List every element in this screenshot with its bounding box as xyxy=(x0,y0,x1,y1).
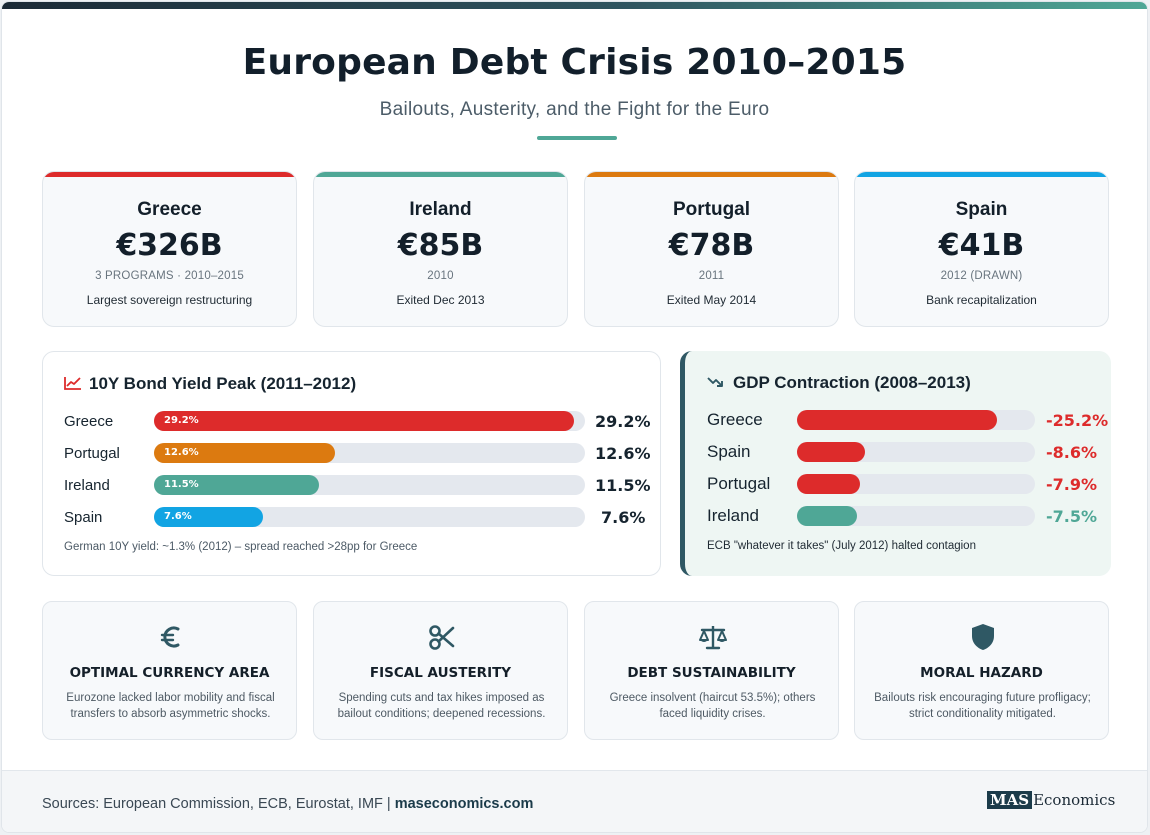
bar-inline-label: 7.6% xyxy=(164,511,192,522)
card-amount: €78B xyxy=(668,228,755,263)
bar-inline-label: 11.5% xyxy=(164,479,199,490)
bailout-card-spain: Spain €41B 2012 (DRAWN) Bank recapitaliz… xyxy=(854,171,1109,327)
footer: Sources: European Commission, ECB, Euros… xyxy=(2,770,1147,832)
sources-text: Sources: European Commission, ECB, Euros… xyxy=(42,796,391,812)
bar-label: Ireland xyxy=(64,477,110,494)
bar-track xyxy=(797,474,1035,494)
card-note: Bank recapitalization xyxy=(926,293,1037,307)
sources-line: Sources: European Commission, ECB, Euros… xyxy=(42,796,533,812)
bar-label: Spain xyxy=(707,442,751,461)
bar-value-label: -8.6% xyxy=(1046,443,1098,462)
card-meta: 2012 (DRAWN) xyxy=(940,270,1023,282)
bar-label: Greece xyxy=(64,413,114,430)
card-amount: €85B xyxy=(397,228,484,263)
bar-label: Ireland xyxy=(707,506,759,525)
bond-yield-footnote: German 10Y yield: ~1.3% (2012) – spread … xyxy=(64,541,418,553)
concept-title: OPTIMAL CURRENCY AREA xyxy=(69,665,270,681)
bar-track: 29.2% xyxy=(154,411,585,431)
top-accent-bar xyxy=(2,2,1147,9)
bar-label: Portugal xyxy=(64,445,120,462)
card-accent xyxy=(585,172,838,177)
brand-wordmark: Economics xyxy=(1033,791,1116,809)
bar xyxy=(797,442,866,462)
bailout-card-greece: Greece €326B 3 PROGRAMS · 2010–2015 Larg… xyxy=(42,171,297,327)
bar-label: Greece xyxy=(707,410,763,429)
gdp-contraction-panel: GDP Contraction (2008–2013) Greece -25.2… xyxy=(680,351,1111,576)
bar-value-label: 12.6% xyxy=(595,444,651,463)
card-accent xyxy=(855,172,1108,177)
shield-icon xyxy=(972,624,994,650)
concept-card-austerity: FISCAL AUSTERITY Spending cuts and tax h… xyxy=(313,601,568,740)
scales-icon xyxy=(699,626,727,650)
bond-yield-heading: 10Y Bond Yield Peak (2011–2012) xyxy=(89,374,357,393)
bar-track: 12.6% xyxy=(154,443,585,463)
bar xyxy=(797,506,857,526)
bailout-card-portugal: Portugal €78B 2011 Exited May 2014 xyxy=(584,171,839,327)
bar: 12.6% xyxy=(154,443,336,463)
bar xyxy=(797,410,997,430)
concept-title: FISCAL AUSTERITY xyxy=(369,665,512,681)
concept-card-moral-hazard: MORAL HAZARD Bailouts risk encouraging f… xyxy=(854,601,1109,740)
bond-yield-panel: 10Y Bond Yield Peak (2011–2012) Greece 2… xyxy=(42,351,661,576)
bar-label: Spain xyxy=(64,509,103,526)
bar-value-label: -7.9% xyxy=(1046,475,1098,494)
concept-description: Spending cuts and tax hikes imposed as b… xyxy=(337,692,546,720)
card-meta: 2011 xyxy=(698,270,725,282)
bar-value-label: 11.5% xyxy=(595,476,651,495)
bar-track xyxy=(797,410,1035,430)
concept-card-sustainability: DEBT SUSTAINABILITY Greece insolvent (ha… xyxy=(584,601,839,740)
concept-card-currency-area: OPTIMAL CURRENCY AREA Eurozone lacked la… xyxy=(42,601,297,740)
bar: 7.6% xyxy=(154,507,264,527)
card-country: Ireland xyxy=(409,199,472,220)
card-accent xyxy=(314,172,567,177)
card-country: Spain xyxy=(955,199,1008,220)
concept-description: Bailouts risk encouraging future proflig… xyxy=(874,692,1091,720)
brand-mark: MAS xyxy=(987,791,1033,809)
scissors-icon xyxy=(429,625,455,650)
bar: 11.5% xyxy=(154,475,320,495)
card-meta: 3 PROGRAMS · 2010–2015 xyxy=(95,270,244,282)
bar-value-label: -25.2% xyxy=(1046,411,1109,430)
card-accent xyxy=(43,172,296,177)
card-amount: €326B xyxy=(116,228,223,263)
card-note: Exited May 2014 xyxy=(666,293,757,307)
site-link[interactable]: maseconomics.com xyxy=(394,796,534,812)
concept-description: Greece insolvent (haircut 53.5%); others… xyxy=(609,692,816,720)
card-country: Greece xyxy=(137,199,202,220)
bar-inline-label: 12.6% xyxy=(164,447,199,458)
card-country: Portugal xyxy=(672,199,751,220)
trend-down-icon xyxy=(707,377,723,387)
concept-title: MORAL HAZARD xyxy=(920,665,1043,681)
concept-title: DEBT SUSTAINABILITY xyxy=(627,665,796,681)
bar-track: 7.6% xyxy=(154,507,585,527)
card-meta: 2010 xyxy=(427,270,454,282)
bar-track: 11.5% xyxy=(154,475,585,495)
bar-value-label: 7.6% xyxy=(601,508,646,527)
page-subtitle: Bailouts, Austerity, and the Fight for t… xyxy=(379,99,770,120)
card-amount: €41B xyxy=(938,228,1025,263)
bar-value-label: -7.5% xyxy=(1046,507,1098,526)
trend-up-icon xyxy=(64,377,81,390)
bar-value-label: 29.2% xyxy=(595,412,651,431)
gdp-footnote: ECB "whatever it takes" (July 2012) halt… xyxy=(707,540,976,552)
bar: 29.2% xyxy=(154,411,574,431)
bar xyxy=(797,474,860,494)
bar-label: Portugal xyxy=(707,474,771,493)
bar-inline-label: 29.2% xyxy=(164,415,199,426)
brand-logo: MAS Economics xyxy=(987,791,1115,811)
page-title: European Debt Crisis 2010–2015 xyxy=(242,42,907,83)
bailout-card-ireland: Ireland €85B 2010 Exited Dec 2013 xyxy=(313,171,568,327)
bar-track xyxy=(797,442,1035,462)
title-divider xyxy=(537,136,617,140)
gdp-heading: GDP Contraction (2008–2013) xyxy=(733,373,971,392)
bar-track xyxy=(797,506,1035,526)
card-note: Exited Dec 2013 xyxy=(396,293,485,307)
concept-description: Eurozone lacked labor mobility and fisca… xyxy=(66,692,275,720)
card-note: Largest sovereign restructuring xyxy=(86,293,253,307)
euro-icon xyxy=(160,626,180,648)
